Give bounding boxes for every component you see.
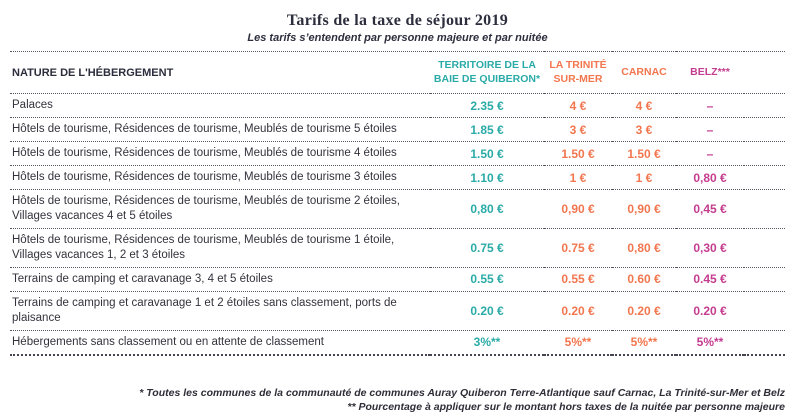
row-spacer [744,142,785,166]
table-row: Terrains de camping et caravanage 1 et 2… [10,291,785,331]
value-quiberon: 0.20 € [470,303,504,318]
page-title: Tarifs de la taxe de séjour 2019 [286,12,509,29]
value-belz: 0,80 € [693,170,727,185]
row-label: Hôtels de tourisme, Résidences de touris… [12,233,395,261]
value-belz: 5%** [696,335,724,350]
row-spacer [744,118,785,142]
value-trinite: 5%** [564,335,592,350]
value-carnac: 5%** [630,335,658,350]
value-quiberon: 1.50 € [470,146,504,161]
row-label: Hôtels de tourisme, Résidences de touris… [12,195,400,222]
value-carnac: 0.20 € [627,303,661,318]
table-row: Hôtels de tourisme, Résidences de touris… [10,166,785,190]
header-spacer [744,52,785,94]
page-subtitle: Les tarifs s’entendent par personne maje… [247,32,548,44]
value-belz: 0,45 € [693,201,727,216]
row-label: Palaces [12,99,53,112]
value-quiberon: 0.55 € [470,272,504,287]
value-quiberon: 0.75 € [470,240,504,255]
column-header-trinite: LA TRINITÉ SUR-MER [549,59,607,85]
value-trinite: 0.75 € [561,240,595,255]
row-spacer [744,291,785,330]
table-row: Hébergements sans classement ou en atten… [10,330,785,355]
row-label: Hôtels de tourisme, Résidences de touris… [12,147,397,160]
value-trinite: 0,90 € [561,201,595,216]
column-header-quiberon: TERRITOIRE DE LA BAIE DE QUIBERON* [433,59,541,85]
row-spacer [744,166,785,190]
value-carnac: 0,80 € [627,240,661,255]
row-spacer [744,228,785,267]
value-quiberon: 1.85 € [470,122,504,137]
footnote-communes: * Toutes les communes de la communauté d… [139,386,785,399]
row-label: Terrains de camping et caravanage 3, 4 e… [12,272,273,285]
table-row: Hôtels de tourisme, Résidences de touris… [10,228,785,268]
value-belz: 0,30 € [693,240,727,255]
value-trinite: 1.50 € [561,146,595,161]
value-quiberon: 1.10 € [470,170,504,185]
value-carnac: 1.50 € [627,146,661,161]
tariff-table: NATURE DE L'HÉBERGEMENT TERRITOIRE DE LA… [10,51,785,356]
value-carnac: 0,90 € [627,201,661,216]
value-quiberon: 2.35 € [470,98,504,113]
footnote-percentage: ** Pourcentage à appliquer sur le montan… [347,401,785,413]
value-quiberon: 0,80 € [470,201,504,216]
row-label: Terrains de camping et caravanage 1 et 2… [12,296,397,324]
table-row: Palaces 2.35 € 4 € 4 € – [10,94,785,118]
value-belz: – [706,98,714,113]
value-trinite: 0.20 € [561,303,595,318]
value-carnac: 4 € [635,98,653,113]
value-carnac: 1 € [635,170,653,185]
value-trinite: 3 € [569,122,587,137]
table-row: Hôtels de tourisme, Résidences de touris… [10,118,785,142]
value-quiberon: 3%** [473,335,501,350]
value-carnac: 3 € [635,122,653,137]
value-belz: 0.45 € [693,272,727,287]
column-header-belz: BELZ*** [690,65,730,78]
value-belz: – [706,122,714,137]
table-header-row: NATURE DE L'HÉBERGEMENT TERRITOIRE DE LA… [10,51,785,94]
value-belz: 0.20 € [693,303,727,318]
footnotes: * Toutes les communes de la communauté d… [10,386,785,413]
row-spacer [744,267,785,291]
column-header-carnac: CARNAC [621,65,667,78]
table-row: Hôtels de tourisme, Résidences de touris… [10,142,785,166]
column-header-nature: NATURE DE L'HÉBERGEMENT [12,66,174,79]
value-trinite: 4 € [569,98,587,113]
table-row: Terrains de camping et caravanage 3, 4 e… [10,267,785,292]
table-row: Hôtels de tourisme, Résidences de touris… [10,190,785,229]
row-spacer [744,190,785,229]
row-spacer [744,94,785,118]
value-trinite: 1 € [569,170,587,185]
value-belz: – [706,146,714,161]
row-spacer [744,330,785,354]
value-carnac: 0.60 € [627,272,661,287]
value-trinite: 0.55 € [561,272,595,287]
row-label: Hébergements sans classement ou en atten… [12,335,324,348]
row-label: Hôtels de tourisme, Résidences de touris… [12,123,397,136]
row-label: Hôtels de tourisme, Résidences de touris… [12,171,397,184]
